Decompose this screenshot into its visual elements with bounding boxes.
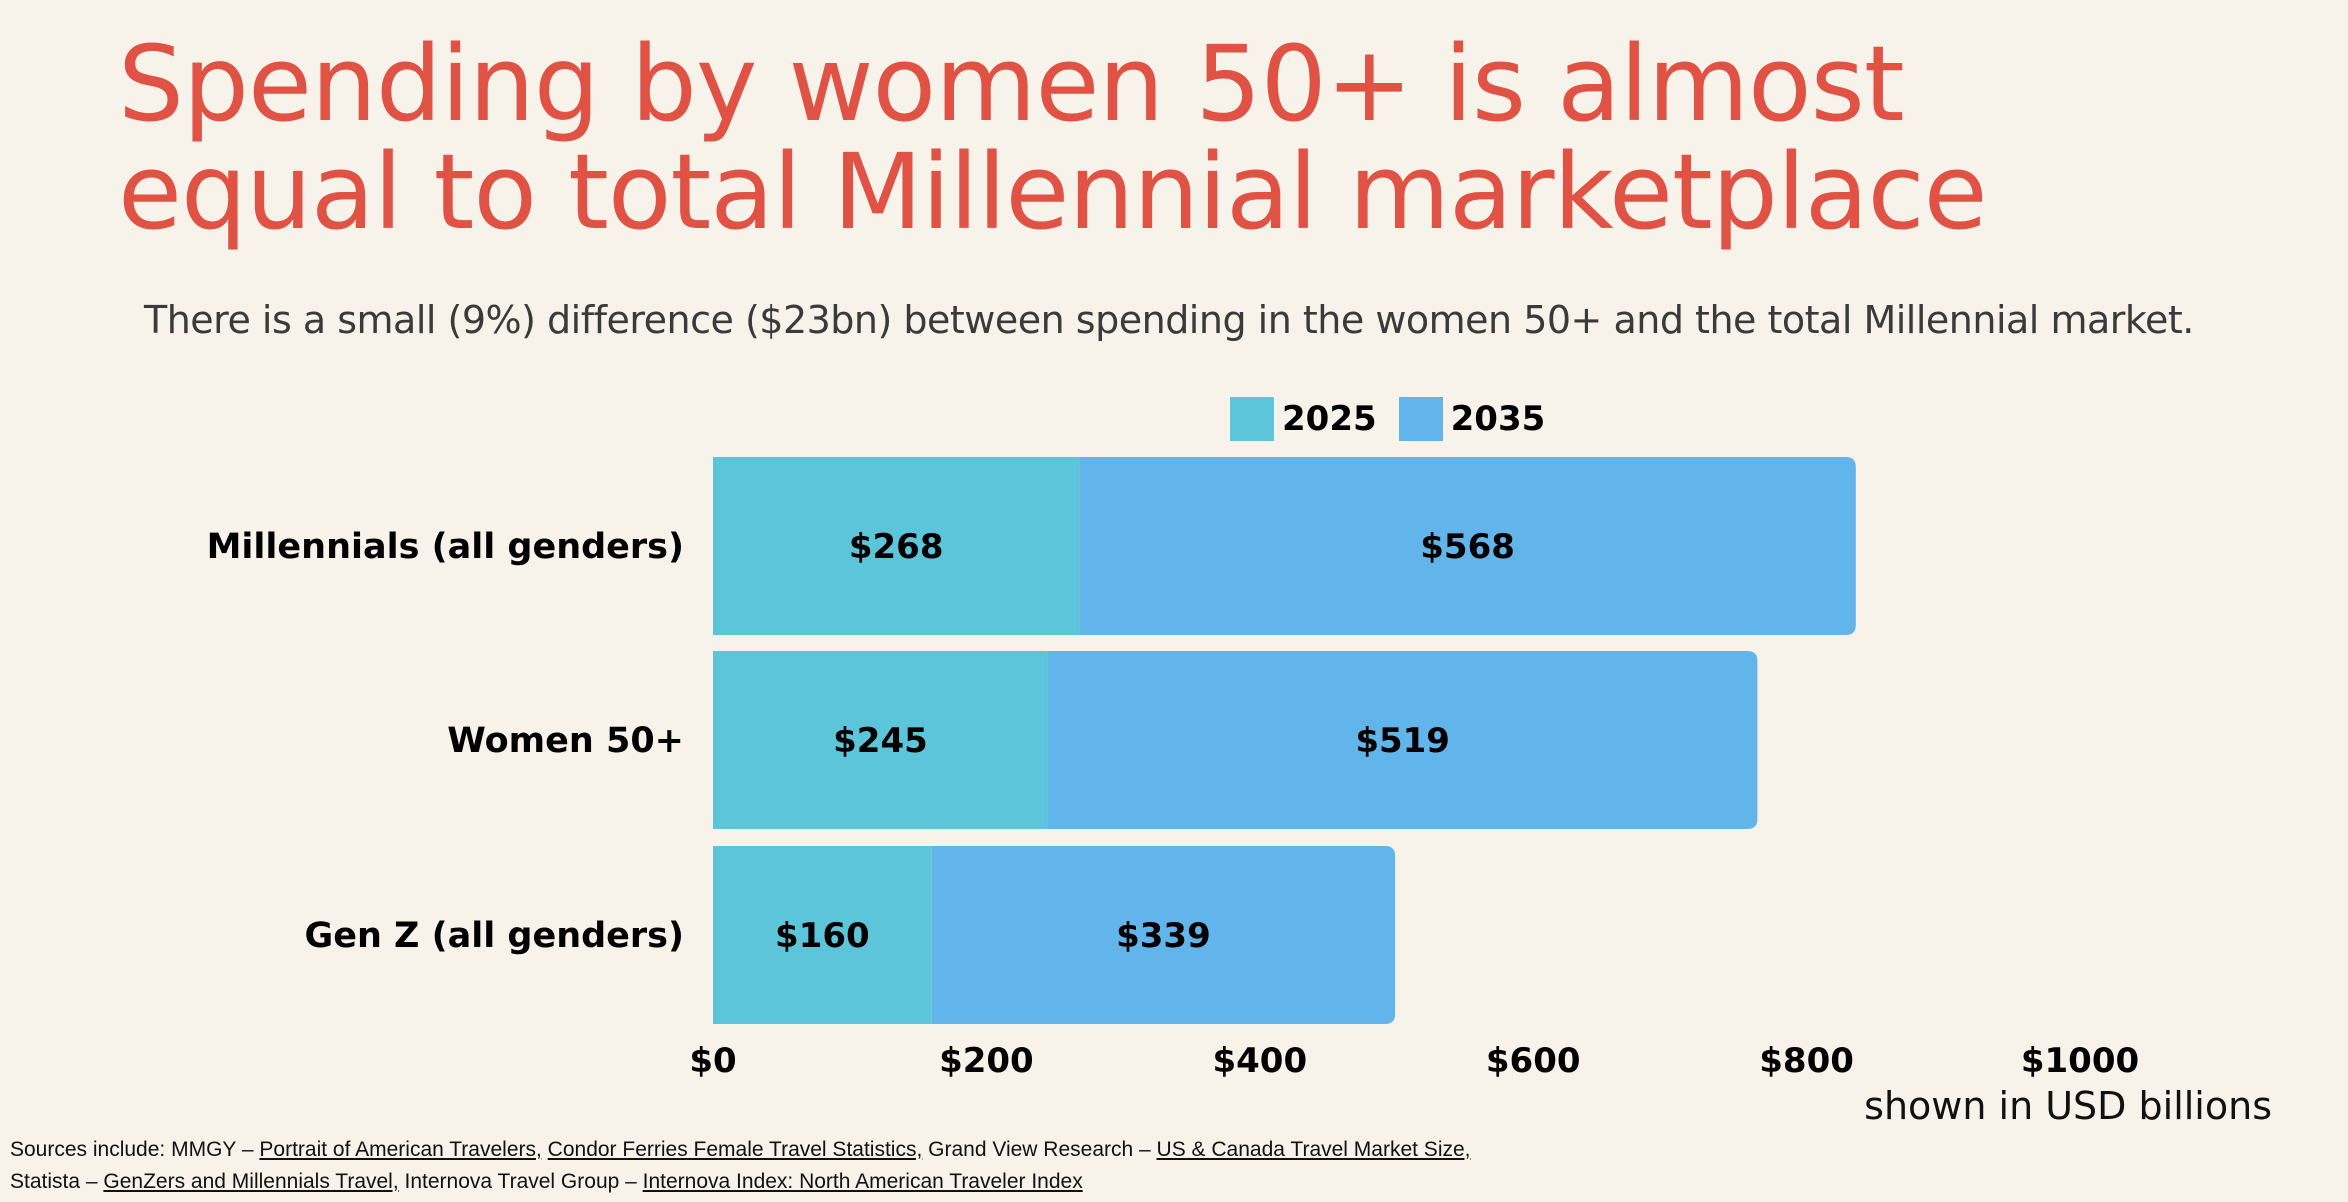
source-text: Grand View Research – xyxy=(922,1138,1157,1161)
data-label: $568 xyxy=(1420,527,1515,567)
x-tick-label: $400 xyxy=(1212,1041,1307,1081)
title-line-2: equal to total Millennial marketplace xyxy=(118,131,1988,253)
bar-segment-2035 xyxy=(931,846,1396,1024)
title-line-1: Spending by women 50+ is almost xyxy=(118,23,1905,145)
x-tick-label: $600 xyxy=(1486,1041,1581,1081)
source-link[interactable]: Portrait of American Travelers, xyxy=(259,1138,542,1161)
bar-segment-2025 xyxy=(713,457,1080,635)
legend-item-2025: 2025 xyxy=(1230,397,1377,441)
data-label: $268 xyxy=(849,527,944,567)
source-text: Statista – xyxy=(10,1170,104,1193)
bar-segment-2025 xyxy=(713,651,1048,829)
source-link[interactable]: GenZers and Millennials Travel, xyxy=(103,1170,399,1193)
source-link[interactable]: Internova Index: North American Traveler… xyxy=(642,1170,1083,1193)
legend-item-2035: 2035 xyxy=(1398,397,1546,441)
source-text: Internova Travel Group – xyxy=(398,1170,643,1193)
source-text: Sources include: MMGY – xyxy=(10,1138,260,1161)
data-label: $339 xyxy=(1116,916,1211,956)
subtitle: There is a small (9%) difference ($23bn)… xyxy=(144,298,2194,342)
data-label: $160 xyxy=(775,916,870,956)
legend: 2025 2035 xyxy=(1230,397,1567,441)
source-link[interactable]: US & Canada Travel Market Size, xyxy=(1156,1138,1471,1161)
sources-line-1: Sources include: MMGY – Portrait of Amer… xyxy=(10,1138,1471,1162)
bar-segment-2035 xyxy=(1047,651,1758,829)
legend-swatch-2025 xyxy=(1230,397,1274,441)
x-tick-label: $1000 xyxy=(2021,1041,2139,1081)
legend-label-2035: 2035 xyxy=(1450,399,1546,439)
data-label: $245 xyxy=(833,721,928,761)
bar-segment-2025 xyxy=(713,846,932,1024)
x-axis-unit-label: shown in USD billions xyxy=(1864,1084,2272,1128)
legend-swatch-2035 xyxy=(1398,397,1443,441)
category-label: Gen Z (all genders) xyxy=(304,916,684,956)
legend-label-2025: 2025 xyxy=(1282,399,1377,439)
category-label: Women 50+ xyxy=(447,721,684,761)
category-label: Millennials (all genders) xyxy=(207,527,684,567)
x-tick-label: $200 xyxy=(939,1041,1034,1081)
sources-line-2: Statista – GenZers and Millennials Trave… xyxy=(10,1170,1083,1194)
bar-segment-2035 xyxy=(1079,457,1856,635)
data-label: $519 xyxy=(1355,721,1450,761)
x-tick-label: $800 xyxy=(1759,1041,1854,1081)
x-tick-label: $0 xyxy=(689,1041,736,1081)
page-title: Spending by women 50+ is almost equal to… xyxy=(118,23,1988,253)
source-link[interactable]: Condor Ferries Female Travel Statistics, xyxy=(547,1138,923,1161)
